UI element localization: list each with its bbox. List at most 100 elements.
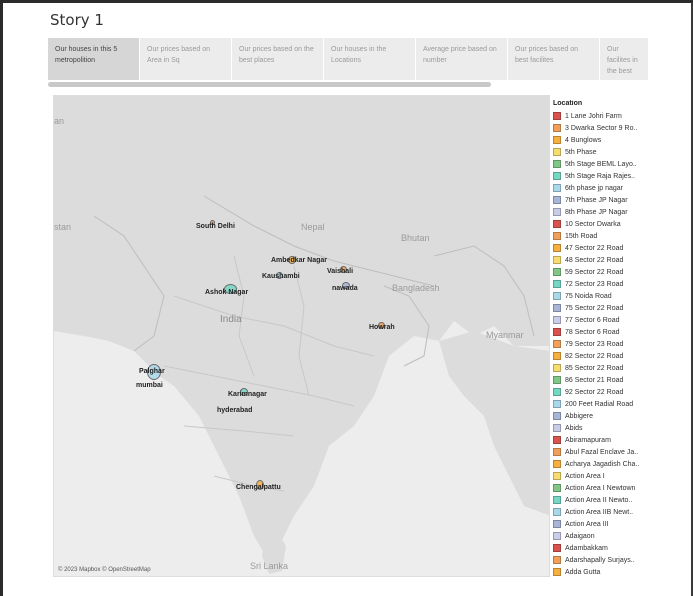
marker-howrah[interactable] (378, 322, 385, 329)
legend-item-label: 3 Dwarka Sector 9 Ro.. (565, 124, 638, 132)
legend-item[interactable]: 8th Phase JP Nagar (553, 206, 653, 218)
marker-karimnagar[interactable] (240, 388, 248, 396)
geo-label-an: an (54, 116, 65, 126)
legend-item-label: 79 Sector 23 Road (565, 340, 624, 348)
legend-item-label: Adaigaon (565, 532, 595, 540)
city-label-ashok-nagar: Ashok Nagar (205, 289, 249, 296)
legend-item[interactable]: 4 Bunglows (553, 134, 653, 146)
tab-facilites-best[interactable]: Our facilites in the best p.. (600, 38, 648, 80)
legend-item-label: Abids (565, 424, 583, 432)
legend-item[interactable]: 79 Sector 23 Road (553, 338, 653, 350)
city-label-ambedkar-nagar: Ambedkar Nagar (271, 257, 328, 264)
legend-swatch (553, 508, 561, 516)
legend-item[interactable]: Abul Fazal Enclave Ja.. (553, 446, 653, 458)
marker-nawada[interactable] (342, 282, 350, 289)
legend-item[interactable]: 59 Sector 22 Road (553, 266, 653, 278)
legend-item[interactable]: Abbigere (553, 410, 653, 422)
legend-item-label: Action Area I (565, 472, 605, 480)
legend-item[interactable]: 200 Feet Radial Road (553, 398, 653, 410)
legend-item[interactable]: 3 Dwarka Sector 9 Ro.. (553, 122, 653, 134)
tab-houses-metropolition[interactable]: Our houses in this 5 metropolition (48, 38, 140, 80)
legend-swatch (553, 184, 561, 192)
legend-item-label: Adambakkam (565, 544, 608, 552)
legend-item-label: 10 Sector Dwarka (565, 220, 621, 228)
legend-swatch (553, 220, 561, 228)
legend-item-label: 92 Sector 22 Road (565, 388, 624, 396)
legend-swatch (553, 292, 561, 300)
legend-item[interactable]: 15th Road (553, 230, 653, 242)
legend-item[interactable]: 82 Sector 22 Road (553, 350, 653, 362)
legend-item[interactable]: Action Area III (553, 518, 653, 530)
map-attribution[interactable]: © 2023 Mapbox © OpenStreetMap (58, 567, 151, 573)
marker-kaushambi[interactable] (276, 272, 283, 279)
legend-item[interactable]: Action Area IIB Newt.. (553, 506, 653, 518)
city-label-chengalpattu: Chengalpattu (236, 484, 281, 491)
legend-item-label: 72 Sector 23 Road (565, 280, 624, 288)
legend-swatch (553, 388, 561, 396)
india-map[interactable]: an stan Nepal Bhutan Bangladesh India My… (53, 95, 550, 577)
legend-item[interactable]: 85 Sector 22 Road (553, 362, 653, 374)
legend-swatch (553, 160, 561, 168)
legend-item[interactable]: Abids (553, 422, 653, 434)
legend-item-label: 6th phase jp nagar (565, 184, 623, 192)
legend-item[interactable]: Adarshapally Surjays.. (553, 554, 653, 566)
legend-item[interactable]: Adaigaon (553, 530, 653, 542)
legend-swatch (553, 352, 561, 360)
legend-item[interactable]: 78 Sector 6 Road (553, 326, 653, 338)
geo-label-bangladesh: Bangladesh (392, 283, 440, 293)
legend-item[interactable]: Acharya Jagadish Cha.. (553, 458, 653, 470)
marker-south-delhi[interactable] (210, 220, 215, 225)
legend-item[interactable]: Adda Gutta (553, 566, 653, 576)
legend-item[interactable]: 77 Sector 6 Road (553, 314, 653, 326)
city-label-vaishali: Vaishali (327, 268, 354, 275)
legend-item-label: 75 Sector 22 Road (565, 304, 624, 312)
geo-label-india: India (220, 314, 242, 325)
legend-item[interactable]: 92 Sector 22 Road (553, 386, 653, 398)
legend-item[interactable]: Adambakkam (553, 542, 653, 554)
marker-ashok-nagar[interactable] (224, 284, 237, 294)
geo-label-bhutan: Bhutan (401, 233, 430, 243)
legend-swatch (553, 112, 561, 120)
legend-item[interactable]: 7th Phase JP Nagar (553, 194, 653, 206)
legend-item[interactable]: 5th Stage Raja Rajes.. (553, 170, 653, 182)
marker-mumbai[interactable] (147, 364, 161, 380)
legend-item[interactable]: Action Area I Newtown (553, 482, 653, 494)
marker-chengalpattu[interactable] (256, 480, 264, 490)
legend-item[interactable]: 6th phase jp nagar (553, 182, 653, 194)
legend-swatch (553, 340, 561, 348)
city-label-mumbai: mumbai (136, 382, 163, 389)
legend-item[interactable]: 10 Sector Dwarka (553, 218, 653, 230)
legend-item[interactable]: 75 Noida Road (553, 290, 653, 302)
tab-prices-best-places[interactable]: Our prices based on the best places (232, 38, 324, 80)
legend-item[interactable]: Action Area II Newto.. (553, 494, 653, 506)
legend-item[interactable]: 75 Sector 22 Road (553, 302, 653, 314)
legend-item[interactable]: Abiramapuram (553, 434, 653, 446)
legend-item-label: 75 Noida Road (565, 292, 612, 300)
tab-prices-facilites[interactable]: Our prices based on best facilites (508, 38, 600, 80)
legend-item[interactable]: 1 Lane Johri Farm (553, 110, 653, 122)
legend-title: Location (553, 100, 583, 107)
legend-swatch (553, 532, 561, 540)
geo-label-myanmar: Myanmar (486, 330, 524, 340)
legend-item-label: Action Area III (565, 520, 609, 528)
legend-item[interactable]: Action Area I (553, 470, 653, 482)
marker-vaishali[interactable] (340, 266, 347, 273)
legend-item[interactable]: 5th Phase (553, 146, 653, 158)
legend-item[interactable]: 72 Sector 23 Road (553, 278, 653, 290)
legend-item[interactable]: 86 Sector 21 Road (553, 374, 653, 386)
legend-item-label: 5th Stage Raja Rajes.. (565, 172, 636, 180)
legend-item-label: 86 Sector 21 Road (565, 376, 624, 384)
legend-item[interactable]: 47 Sector 22 Road (553, 242, 653, 254)
legend-item[interactable]: 48 Sector 22 Road (553, 254, 653, 266)
tab-houses-locations[interactable]: Our houses in the Locations (324, 38, 416, 80)
legend-swatch (553, 436, 561, 444)
tab-average-price[interactable]: Average price based on number (416, 38, 508, 80)
legend-swatch (553, 196, 561, 204)
location-legend: Location 1 Lane Johri Farm 3 Dwarka Secto… (553, 100, 653, 576)
window-frame-top (0, 0, 693, 3)
tab-prices-area[interactable]: Our prices based on Area in Sq (140, 38, 232, 80)
legend-swatch (553, 484, 561, 492)
marker-ambedkar-nagar[interactable] (288, 256, 296, 264)
tabs-scrollbar[interactable] (48, 82, 491, 87)
legend-item[interactable]: 5th Stage BEML Layo.. (553, 158, 653, 170)
